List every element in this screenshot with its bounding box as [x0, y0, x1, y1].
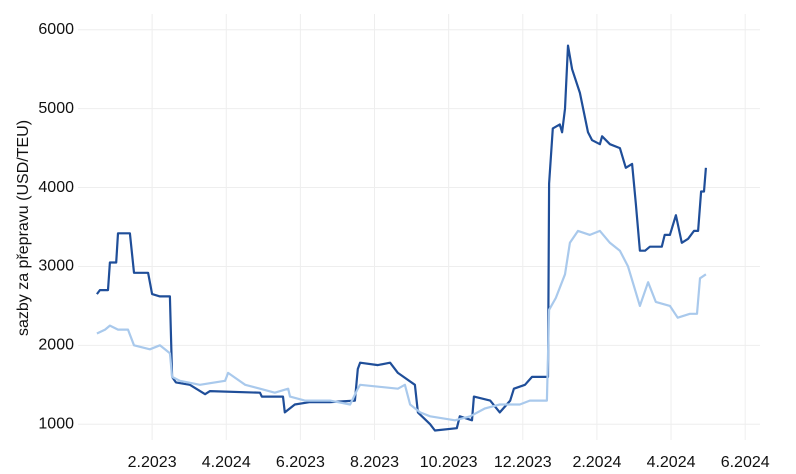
x-tick-label: 6.2023 [276, 454, 325, 471]
x-tick-label: 2.2024 [572, 454, 621, 471]
series-line [96, 44, 707, 432]
y-tick-label: 3000 [38, 258, 74, 275]
x-tick-label: 4.2024 [202, 454, 251, 471]
y-tick-label: 1000 [38, 415, 74, 432]
x-tick-label: 8.2023 [350, 454, 399, 471]
x-tick-label: 12.2023 [494, 454, 552, 471]
x-tick-label: 2.2023 [128, 454, 177, 471]
y-tick-label: 2000 [38, 337, 74, 354]
y-tick-label: 6000 [38, 21, 74, 38]
series-line [96, 229, 707, 422]
x-tick-label: 6.2024 [721, 454, 770, 471]
x-tick-label: 10.2023 [420, 454, 478, 471]
y-tick-label: 5000 [38, 100, 74, 117]
y-axis-label: sazby za přepravu (USD/TEU) [15, 120, 32, 336]
y-tick-label: 4000 [38, 179, 74, 196]
x-tick-label: 4.2024 [647, 454, 696, 471]
